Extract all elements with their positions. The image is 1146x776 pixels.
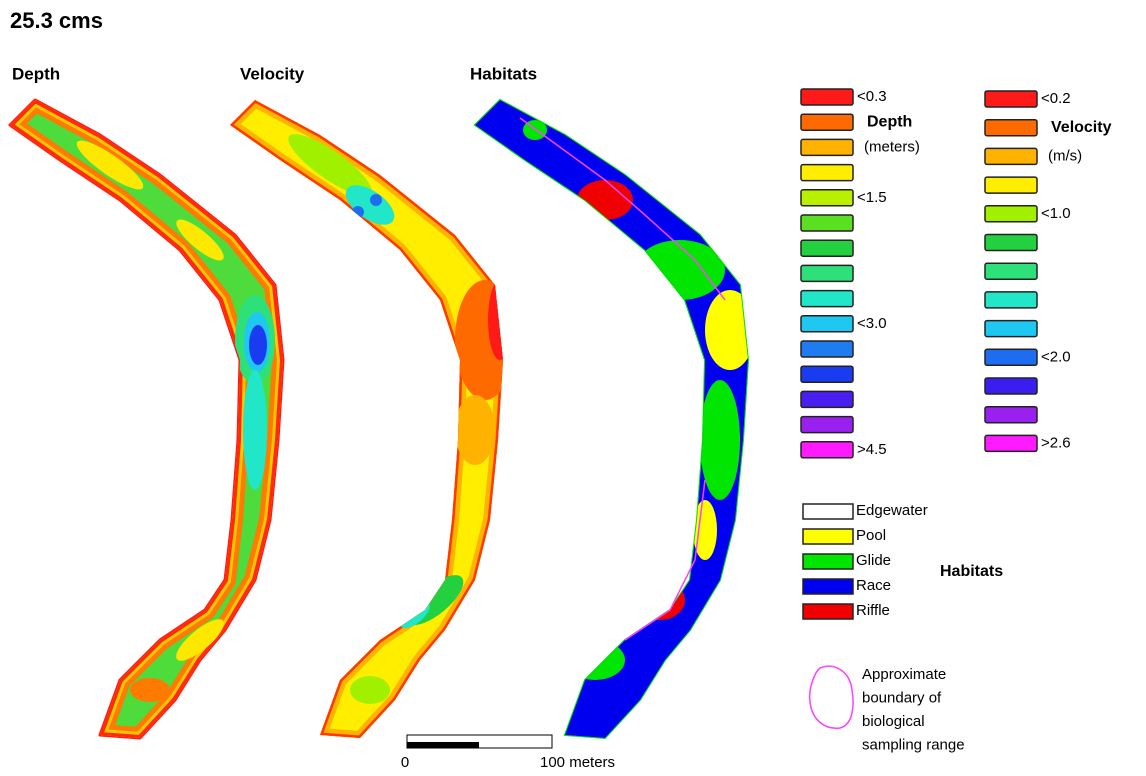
legend-label: >4.5: [857, 441, 887, 458]
legend-swatch: [801, 291, 853, 307]
legend-swatch: [985, 206, 1037, 222]
legend-swatch: [801, 341, 853, 357]
legend-label: <0.3: [857, 88, 887, 105]
legend-title: Velocity: [1051, 119, 1112, 136]
legend-swatch: [801, 215, 853, 231]
legend-swatch: [801, 240, 853, 256]
legend-label: <2.0: [1041, 348, 1071, 365]
legend-label: <0.2: [1041, 90, 1071, 107]
river-habitat-figure: 25.3 cms Depth Velocity Habitats: [0, 0, 1146, 776]
legend-label: <3.0: [857, 315, 887, 332]
legend-swatch: [803, 504, 853, 519]
note-line: sampling range: [862, 736, 965, 753]
legend-swatch: [985, 263, 1037, 279]
legend-swatch: [803, 529, 853, 544]
figure-title: 25.3 cms: [10, 8, 103, 33]
legend-unit: (m/s): [1048, 147, 1082, 164]
legend-swatch: [985, 292, 1037, 308]
legend-swatch: [985, 235, 1037, 251]
legend-swatch: [801, 165, 853, 181]
legend-title: Depth: [867, 113, 912, 130]
legends: <0.3 <1.5 <3.0 >4.5 Depth (meters) <0.2 <1.0 <2.…: [801, 88, 1112, 619]
scale-start: 0: [401, 754, 409, 771]
boundary-icon: [810, 666, 853, 728]
legend-label: Glide: [856, 552, 891, 569]
note-line: boundary of: [862, 689, 942, 706]
legend-swatch: [801, 114, 853, 130]
legend-swatch: [985, 407, 1037, 423]
legend-swatch: [803, 604, 853, 619]
legend-swatch: [985, 148, 1037, 164]
panel-title: Velocity: [240, 64, 305, 83]
legend-swatch: [985, 91, 1037, 107]
legend-swatch: [985, 378, 1037, 394]
legend-swatch: [985, 349, 1037, 365]
legend-label: Edgewater: [856, 502, 928, 519]
legend-swatch: [801, 316, 853, 332]
habitat-map: [475, 100, 755, 738]
legend-swatch: [801, 139, 853, 155]
legend-swatch: [985, 120, 1037, 136]
panel-title: Depth: [12, 64, 60, 83]
panel-title: Habitats: [470, 64, 537, 83]
boundary-note: Approximate boundary of biological sampling…: [862, 666, 965, 754]
legend-label: <1.5: [857, 189, 887, 206]
legend-swatch: [801, 442, 853, 458]
legend-swatch: [803, 579, 853, 594]
legend-swatch: [801, 265, 853, 281]
legend-label: <1.0: [1041, 205, 1071, 222]
scale-bar: 0 100 meters: [401, 735, 615, 771]
legend-unit: (meters): [864, 138, 920, 155]
legend-swatch: [801, 391, 853, 407]
note-line: biological: [862, 713, 925, 730]
legend-swatch: [985, 177, 1037, 193]
legend-title: Habitats: [940, 563, 1003, 580]
depth-map: [10, 100, 283, 738]
legend-swatch: [801, 190, 853, 206]
legend-swatch: [803, 554, 853, 569]
legend-label: >2.6: [1041, 434, 1071, 451]
legend-label: Pool: [856, 527, 886, 544]
legend-swatch: [985, 435, 1037, 451]
note-line: Approximate: [862, 666, 946, 683]
legend-label: Riffle: [856, 602, 890, 619]
legend-swatch: [801, 89, 853, 105]
scale-end: 100 meters: [540, 754, 615, 771]
legend-swatch: [985, 321, 1037, 337]
legend-swatch: [801, 366, 853, 382]
legend-label: Race: [856, 577, 891, 594]
legend-swatch: [801, 417, 853, 433]
